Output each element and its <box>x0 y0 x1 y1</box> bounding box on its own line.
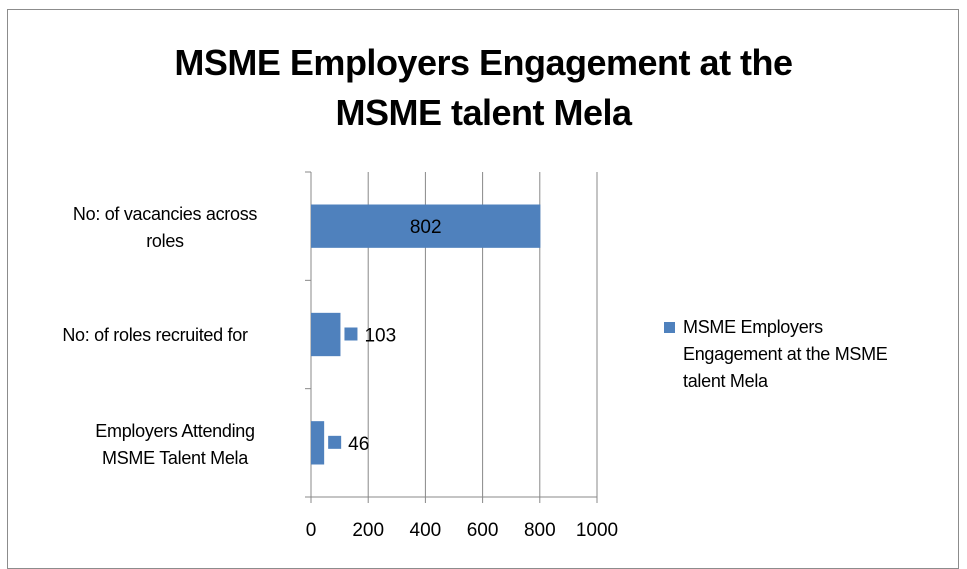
chart-title-line-1: MSME Employers Engagement at the <box>174 42 793 83</box>
x-tick-label: 600 <box>467 520 499 541</box>
category-label-line: No: of vacancies across <box>72 204 258 224</box>
data-label-marker <box>328 435 342 449</box>
data-label: 802 <box>410 217 442 238</box>
legend-label-line: talent Mela <box>683 371 768 391</box>
bars <box>311 204 541 465</box>
legend-swatch <box>664 322 675 333</box>
category-label-line: roles <box>146 231 184 251</box>
bar <box>311 312 341 357</box>
bar <box>311 421 325 465</box>
category-label-employers: Employers Attending MSME Talent Mela <box>30 418 320 472</box>
x-tick-labels: 0 200 400 600 800 1000 <box>306 520 618 541</box>
category-label-roles: No: of roles recruited for <box>10 322 300 349</box>
data-label-marker <box>344 327 358 341</box>
chart-title: MSME Employers Engagement at the MSME ta… <box>0 38 967 138</box>
legend-label-line: Engagement at the MSME <box>683 344 888 364</box>
x-tick-label: 200 <box>352 520 384 541</box>
data-labels: 802 103 46 <box>328 217 442 455</box>
category-label-line: Employers Attending <box>95 421 255 441</box>
chart-title-line-2: MSME talent Mela <box>335 92 632 133</box>
data-label: 103 <box>364 326 396 347</box>
x-tick-label: 0 <box>306 520 317 541</box>
bar <box>311 204 541 248</box>
category-label-line: No: of roles recruited for <box>62 325 248 345</box>
legend-label-line: MSME Employers <box>683 317 823 337</box>
category-label-vacancies: No: of vacancies across roles <box>20 201 310 255</box>
category-label-line: MSME Talent Mela <box>102 448 248 468</box>
legend-label: MSME Employers Engagement at the MSME ta… <box>683 314 963 395</box>
x-tick-label: 400 <box>410 520 442 541</box>
x-tick-label: 800 <box>524 520 556 541</box>
data-label: 46 <box>348 434 369 455</box>
x-tick-label: 1000 <box>576 520 618 541</box>
